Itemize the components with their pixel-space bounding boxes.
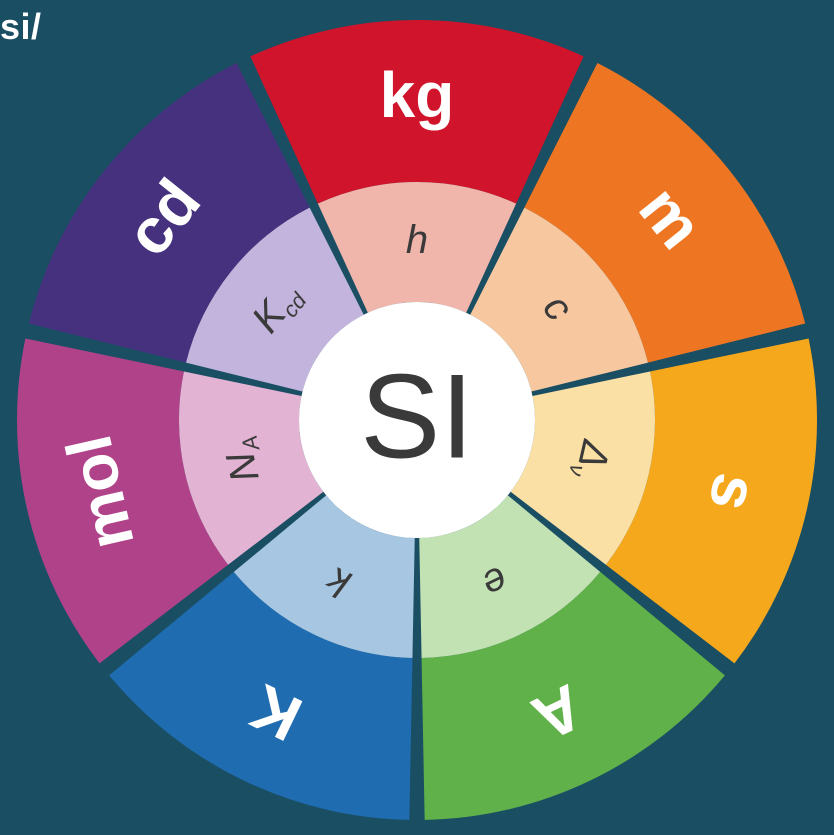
outer-label-kg: kg — [380, 59, 455, 131]
center-label: SI — [360, 350, 473, 484]
corner-label: si/ — [0, 6, 42, 48]
inner-label-kg: h — [406, 218, 428, 262]
si-unit-wheel: kghmcsΔνAeKkmolNAcdKcdSI — [0, 0, 834, 835]
